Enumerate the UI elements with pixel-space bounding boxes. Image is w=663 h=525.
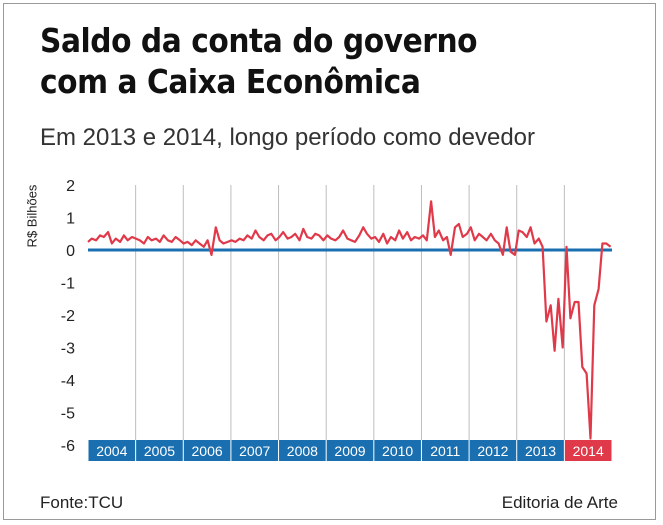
year-band: 2004 2005 2006 2007 2008 2009 2010 2011 2012 2013… bbox=[88, 440, 612, 461]
chart-frame bbox=[3, 3, 656, 520]
year-band-cell bbox=[326, 440, 374, 461]
x-tick-label: 2010 bbox=[382, 443, 413, 459]
x-tick-label: 2005 bbox=[144, 443, 175, 459]
x-tick-label: 2004 bbox=[96, 443, 127, 459]
y-tick-label: -6 bbox=[61, 438, 75, 455]
x-tick-label: 2011 bbox=[430, 443, 460, 459]
x-tick-label: 2007 bbox=[239, 443, 270, 459]
year-band-cell bbox=[374, 440, 421, 461]
chart-title: Saldo da conta do governo com a Caixa Ec… bbox=[40, 20, 478, 102]
year-band-cell bbox=[231, 440, 279, 461]
y-tick-label: -4 bbox=[61, 373, 75, 390]
year-band-cell bbox=[469, 440, 517, 461]
year-band-cell bbox=[564, 440, 612, 461]
year-band-cell bbox=[517, 440, 564, 461]
title-line-2: com a Caixa Econômica bbox=[40, 62, 421, 101]
year-band-cell bbox=[279, 440, 326, 461]
x-tick-label: 2006 bbox=[192, 443, 223, 459]
x-tick-label: 2009 bbox=[334, 443, 365, 459]
x-tick-label: 2013 bbox=[525, 443, 556, 459]
x-tick-label: 2008 bbox=[287, 443, 318, 459]
y-tick-label: 2 bbox=[66, 178, 75, 195]
x-tick-label: 2014 bbox=[573, 443, 604, 459]
year-band-cell bbox=[136, 440, 183, 461]
credit-label: Editoria de Arte bbox=[501, 493, 618, 512]
year-band-cell bbox=[88, 440, 136, 461]
y-tick-label: 1 bbox=[66, 211, 75, 228]
title-line-1: Saldo da conta do governo bbox=[40, 21, 478, 60]
y-tick-label: -2 bbox=[61, 308, 75, 325]
chart-subtitle: Em 2013 e 2014, longo período como deved… bbox=[40, 124, 536, 151]
y-tick-label: 0 bbox=[66, 243, 75, 260]
y-tick-label: -5 bbox=[61, 406, 75, 423]
y-tick-label: -3 bbox=[61, 341, 75, 358]
year-band-cell bbox=[421, 440, 469, 461]
series-line bbox=[87, 200, 612, 440]
gridlines bbox=[135, 185, 565, 440]
y-tick-label: -1 bbox=[61, 276, 75, 293]
source-label: Fonte:TCU bbox=[40, 493, 124, 512]
x-tick-label: 2012 bbox=[477, 443, 508, 459]
y-tick-labels: 2 1 0 -1 -2 -3 -4 -5 -6 bbox=[61, 178, 75, 455]
year-band-cell bbox=[183, 440, 231, 461]
